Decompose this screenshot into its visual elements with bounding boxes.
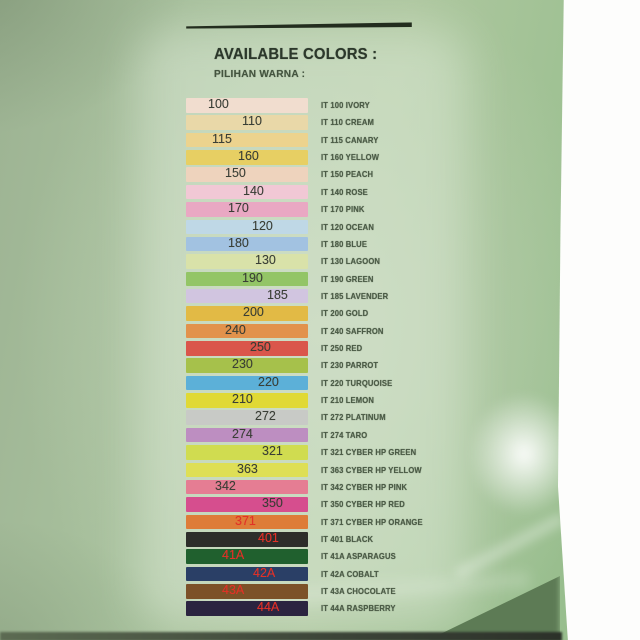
color-label: IT 371 CYBER HP ORANGE: [321, 516, 423, 527]
color-swatch: 321: [186, 444, 308, 460]
color-label: IT 43A CHOCOLATE: [321, 586, 396, 597]
table-edge-shadow: [0, 632, 562, 640]
color-code: 363: [237, 461, 258, 476]
color-label: IT 115 CANARY: [321, 134, 379, 145]
color-swatch: 401: [186, 531, 308, 547]
color-swatch: 250: [186, 340, 308, 356]
color-code: 274: [232, 426, 253, 441]
color-code: 210: [232, 392, 253, 407]
color-label: IT 160 YELLOW: [321, 152, 380, 163]
color-label: IT 200 GOLD: [321, 308, 369, 319]
color-swatch: 342: [186, 478, 308, 495]
color-label: IT 140 ROSE: [321, 186, 368, 197]
color-swatch: 272: [186, 409, 308, 425]
color-swatch: 44A: [186, 600, 308, 616]
color-label: IT 210 LEMON: [321, 395, 374, 406]
color-code: 240: [225, 322, 246, 337]
color-label: IT 240 SAFFRON: [321, 325, 384, 336]
color-label: IT 342 CYBER HP PINK: [321, 481, 408, 492]
color-swatch: 42A: [186, 565, 308, 582]
color-label: IT 180 BLUE: [321, 238, 368, 249]
color-code: 230: [232, 357, 253, 372]
color-code: 160: [238, 149, 259, 164]
color-label: IT 230 PARROT: [321, 360, 379, 371]
color-code: 350: [262, 496, 283, 511]
color-swatch: 120: [186, 218, 308, 235]
divider-line: [186, 22, 412, 29]
color-label: IT 220 TURQUOISE: [321, 377, 393, 388]
color-code: 250: [250, 340, 271, 355]
color-code: 110: [242, 114, 262, 129]
color-swatch: 160: [186, 149, 308, 165]
color-code: 44A: [257, 600, 280, 615]
color-code: 321: [262, 444, 283, 459]
color-label: IT 44A RASPBERRY: [321, 603, 396, 614]
color-swatch: 230: [186, 357, 308, 373]
color-code: 371: [235, 513, 256, 528]
color-code: 100: [208, 97, 229, 111]
color-code: 190: [242, 270, 263, 285]
color-swatch: 43A: [186, 583, 308, 599]
color-label: IT 401 BLACK: [321, 534, 374, 544]
color-label: IT 170 PINK: [321, 204, 365, 215]
color-code: 200: [243, 305, 264, 320]
page-title: AVAILABLE COLORS :: [214, 46, 378, 63]
color-code: 180: [228, 235, 249, 250]
color-code: 115: [212, 131, 232, 146]
color-code: 342: [215, 478, 236, 493]
color-swatch: 100: [186, 97, 308, 113]
color-label: IT 185 LAVENDER: [321, 290, 389, 301]
color-swatch: 240: [186, 322, 308, 339]
color-swatch: 200: [186, 305, 308, 321]
color-code: 272: [255, 409, 276, 424]
color-code: 150: [225, 166, 246, 181]
color-swatch: 274: [186, 426, 308, 443]
color-swatch: 371: [186, 513, 308, 530]
color-code: 42A: [253, 565, 276, 580]
color-code: 170: [228, 201, 249, 216]
white-background-edge: [558, 0, 640, 640]
color-swatch: 150: [186, 166, 308, 182]
color-swatch: 170: [186, 201, 308, 217]
color-label: IT 321 CYBER HP GREEN: [321, 447, 417, 458]
color-code: 185: [267, 287, 288, 302]
color-swatch: 130: [186, 253, 308, 269]
color-swatch: 180: [186, 235, 308, 252]
color-swatch: 363: [186, 461, 308, 478]
color-swatch: 185: [186, 287, 308, 304]
color-label: IT 120 OCEAN: [321, 221, 374, 232]
color-code: 130: [255, 253, 276, 268]
color-swatch: 110: [186, 114, 308, 130]
color-swatch: 41A: [186, 548, 308, 564]
color-label: IT 272 PLATINUM: [321, 412, 386, 423]
color-label: IT 100 IVORY: [321, 100, 370, 110]
color-label: IT 41A ASPARAGUS: [321, 551, 396, 562]
color-label: IT 42A COBALT: [321, 568, 379, 579]
color-code: 220: [258, 374, 279, 389]
color-label: IT 250 RED: [321, 343, 363, 354]
color-swatch: 115: [186, 131, 308, 148]
color-label: IT 150 PEACH: [321, 169, 374, 180]
color-swatch: 190: [186, 270, 308, 287]
color-swatch: 350: [186, 496, 308, 512]
color-code: 120: [252, 218, 273, 233]
color-label: IT 110 CREAM: [321, 117, 374, 128]
page-subtitle: PILIHAN WARNA :: [214, 68, 306, 80]
color-label: IT 130 LAGOON: [321, 256, 381, 267]
color-code: 401: [258, 531, 279, 545]
color-swatch: 140: [186, 183, 308, 200]
color-label: IT 190 GREEN: [321, 273, 374, 284]
color-label: IT 274 TARO: [321, 429, 368, 440]
color-label: IT 363 CYBER HP YELLOW: [321, 464, 422, 475]
color-label: IT 350 CYBER HP RED: [321, 499, 405, 510]
color-swatch: 220: [186, 374, 308, 391]
color-code: 140: [243, 183, 264, 198]
color-swatch: 210: [186, 392, 308, 408]
color-code: 43A: [222, 583, 245, 598]
color-code: 41A: [222, 548, 245, 563]
